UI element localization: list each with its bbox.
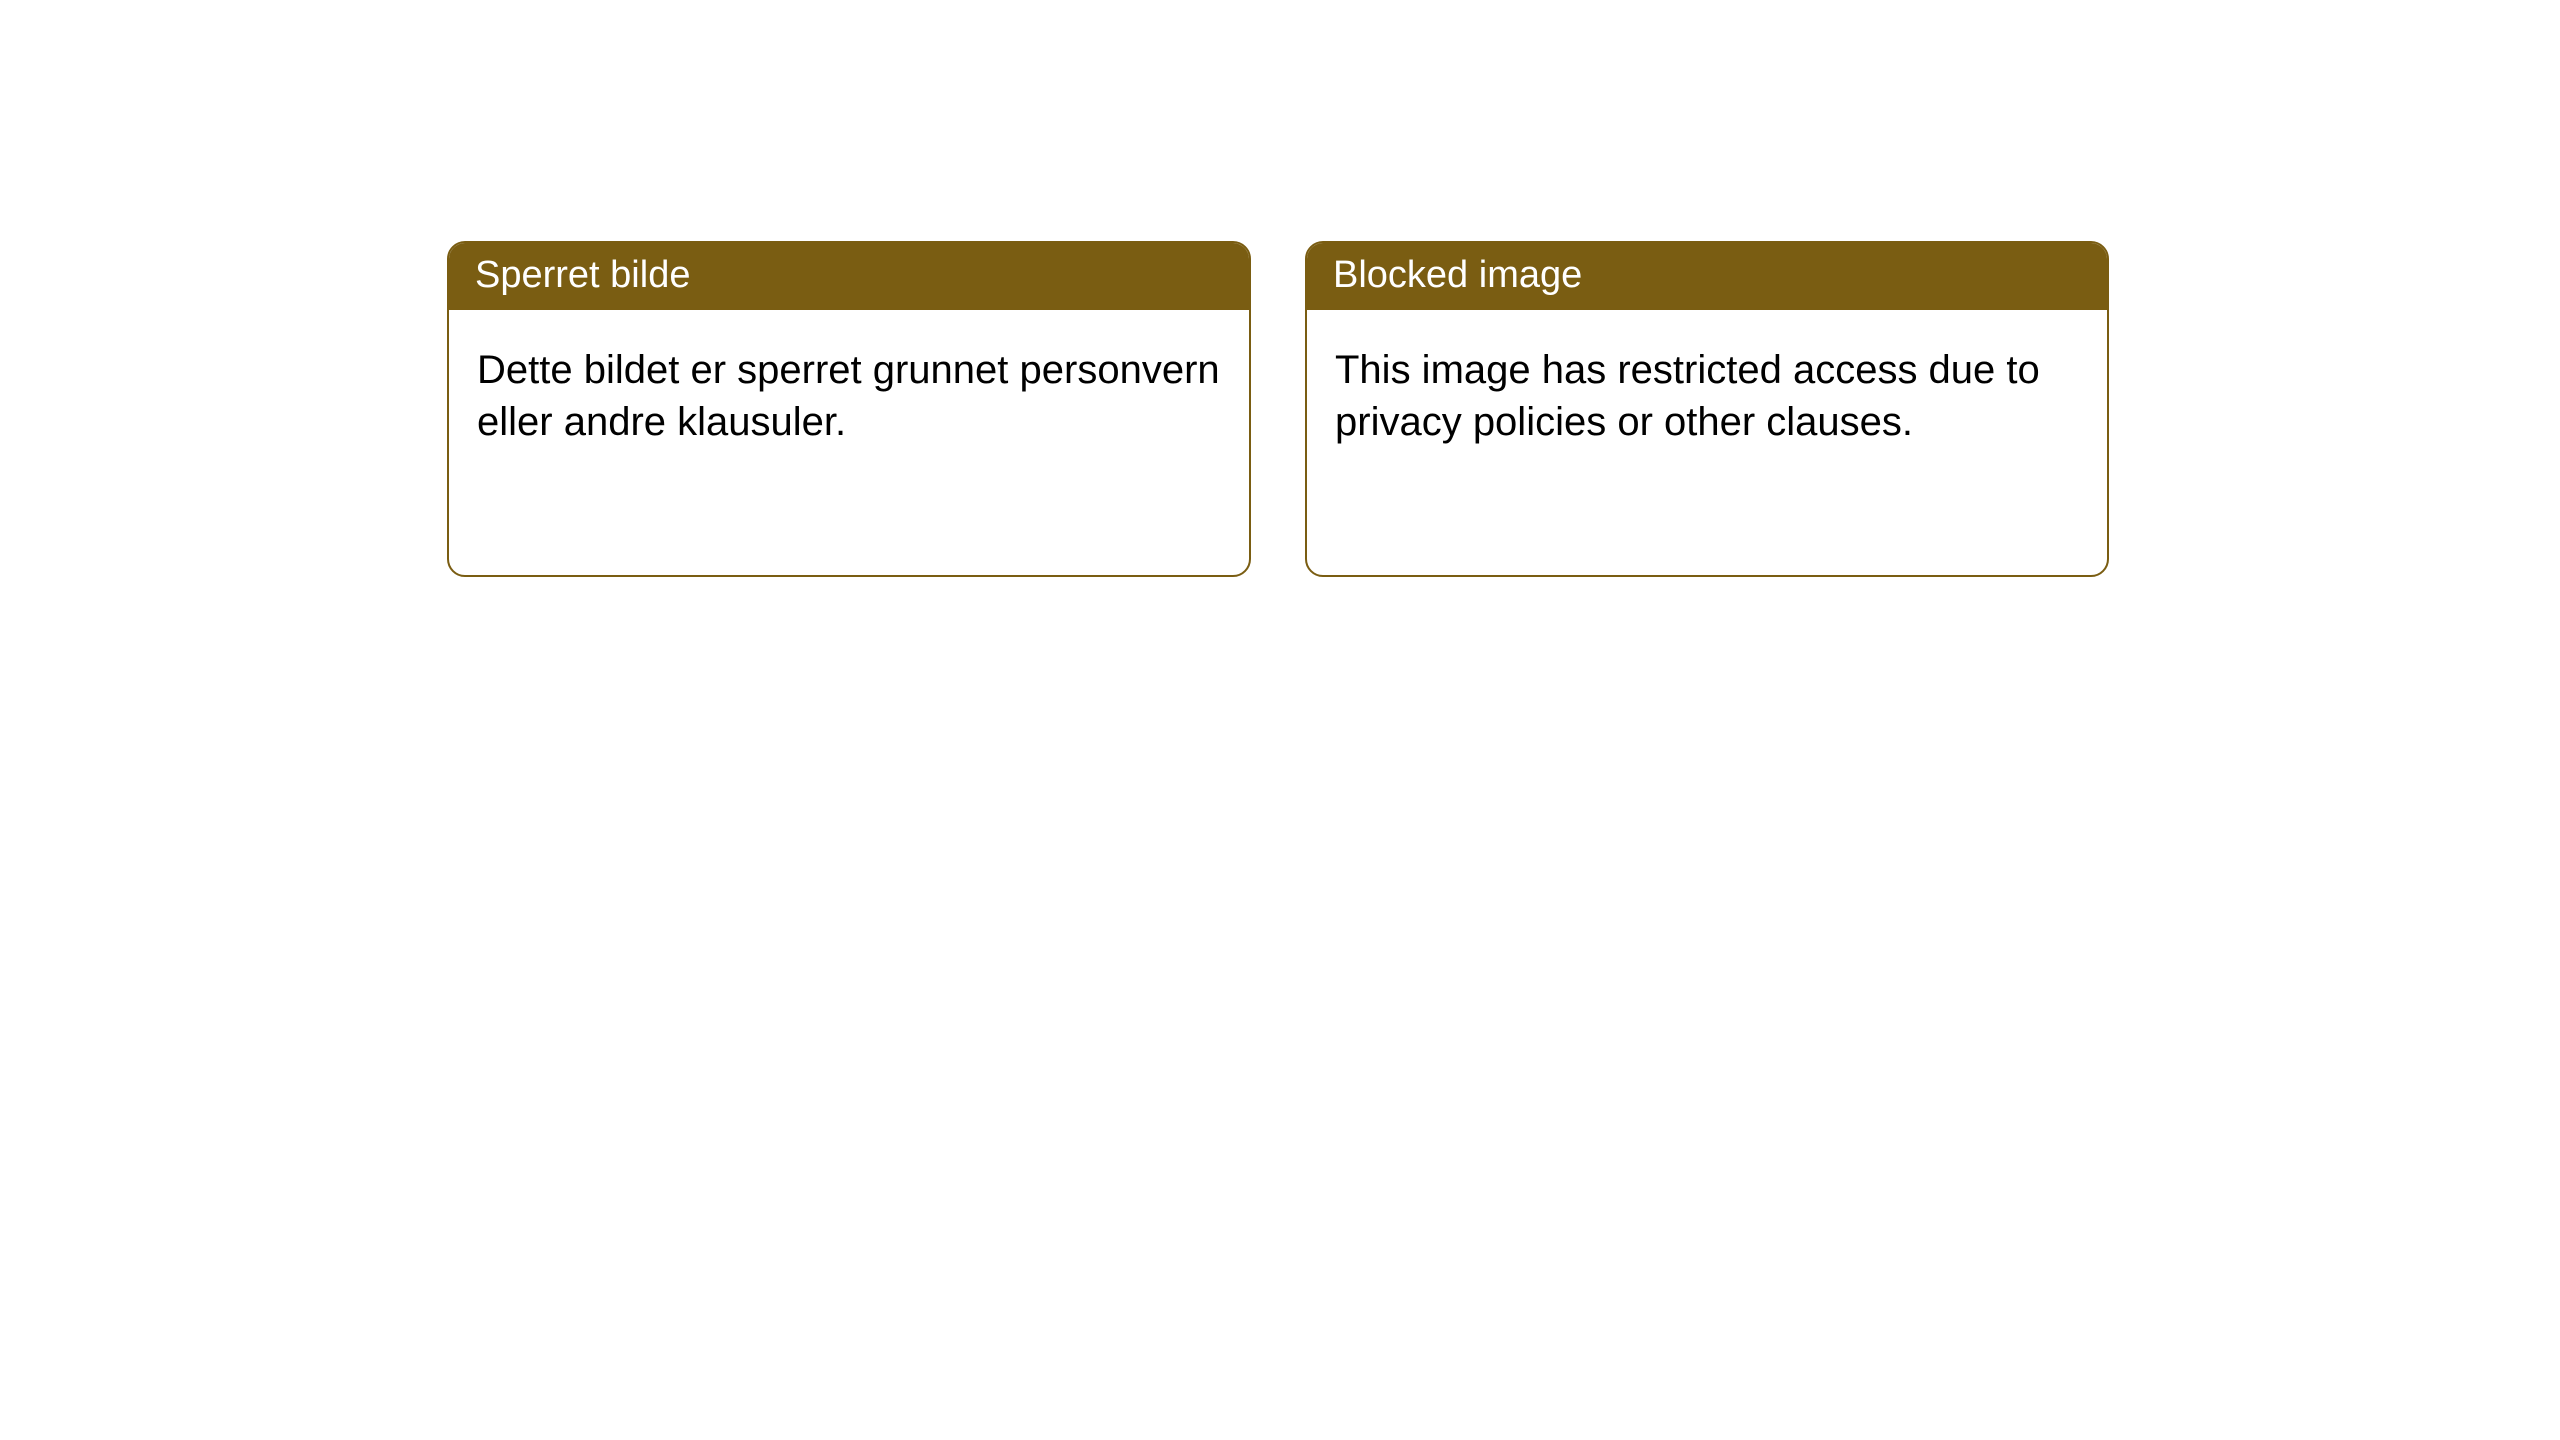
- notice-message: This image has restricted access due to …: [1335, 348, 2040, 444]
- notice-body: This image has restricted access due to …: [1307, 310, 2107, 482]
- notice-header: Blocked image: [1307, 243, 2107, 310]
- notice-container: Sperret bilde Dette bildet er sperret gr…: [0, 0, 2560, 577]
- notice-card-norwegian: Sperret bilde Dette bildet er sperret gr…: [447, 241, 1251, 577]
- notice-header: Sperret bilde: [449, 243, 1249, 310]
- notice-title: Blocked image: [1333, 254, 1582, 296]
- notice-title: Sperret bilde: [475, 254, 690, 296]
- notice-message: Dette bildet er sperret grunnet personve…: [477, 348, 1220, 444]
- notice-card-english: Blocked image This image has restricted …: [1305, 241, 2109, 577]
- notice-body: Dette bildet er sperret grunnet personve…: [449, 310, 1249, 482]
